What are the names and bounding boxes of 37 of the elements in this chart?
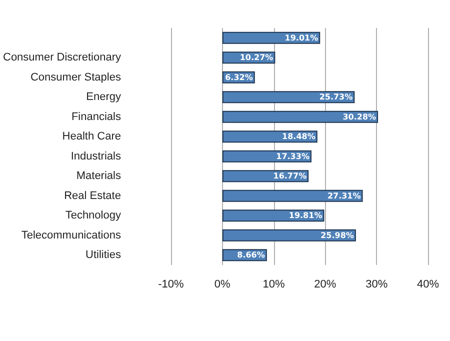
bar [222, 170, 309, 182]
y-tick-label: Technology [65, 210, 122, 222]
data-label: 19.01% [284, 33, 318, 42]
x-tick-label: 10% [262, 278, 286, 290]
y-tick-label: Materials [76, 170, 122, 182]
bar [222, 190, 363, 202]
x-tick-label: -10% [158, 278, 184, 290]
bar [222, 229, 356, 242]
y-tick-label: Telecommunications [21, 229, 122, 242]
data-label: 27.31% [327, 191, 361, 200]
data-label: 8.66% [237, 250, 265, 260]
y-tick-label: Utilities [86, 249, 122, 262]
x-tick-label: 20% [314, 278, 336, 290]
data-label: 16.77% [273, 172, 307, 181]
bar [222, 91, 355, 104]
x-tick-label: 40% [416, 278, 440, 290]
data-label: 10.27% [240, 53, 274, 62]
y-tick-label: Energy [86, 91, 122, 104]
data-label: 25.98% [320, 230, 354, 240]
y-tick-label: Health Care [62, 130, 121, 143]
bar [222, 32, 320, 44]
data-label: 30.28% [342, 112, 376, 122]
data-label: 18.48% [282, 132, 316, 142]
bar [222, 210, 324, 222]
y-tick-label: Industrials [70, 150, 122, 162]
y-tick-label: Real Estate [64, 190, 121, 202]
data-label: 6.32% [225, 72, 253, 82]
data-label: 19.81% [288, 211, 322, 220]
x-tick-label: 0% [214, 278, 231, 290]
y-tick-label: Consumer Discretionary [2, 52, 122, 64]
bar [222, 110, 378, 123]
x-tick-label: 30% [366, 278, 388, 290]
y-tick-label: Consumer Staples [30, 71, 122, 84]
bar [222, 150, 312, 162]
data-label: 25.73% [319, 92, 353, 102]
data-label: 17.33% [276, 152, 310, 161]
y-tick-label: Financials [71, 110, 122, 123]
